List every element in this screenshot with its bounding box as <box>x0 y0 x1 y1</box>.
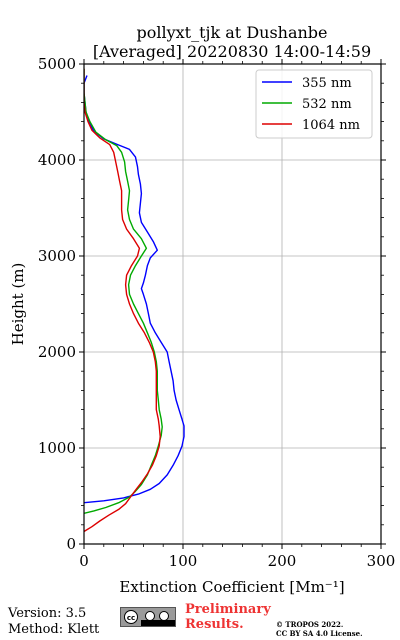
cc-license-badge: cc <box>120 607 176 627</box>
y-tick-label: 5000 <box>38 55 76 73</box>
preliminary-results-note: Preliminary Results. <box>185 602 275 632</box>
legend-label: 355 nm <box>302 76 352 91</box>
legend-label: 1064 nm <box>302 118 360 133</box>
series-line-1064-nm <box>84 68 161 533</box>
copyright-line-1: © TROPOS 2022. <box>276 620 344 629</box>
x-tick-label: 100 <box>169 552 198 570</box>
x-tick-label: 0 <box>79 552 89 570</box>
copyright-note: © TROPOS 2022. CC BY SA 4.0 License. <box>276 620 396 638</box>
y-axis-label: Height (m) <box>9 263 27 346</box>
x-tick-label: 200 <box>268 552 297 570</box>
plot-frame <box>83 63 382 545</box>
y-tick-label: 2000 <box>38 343 76 361</box>
chart-title: pollyxt_tjk at Dushanbe <box>136 23 327 42</box>
axis-ticks <box>79 59 386 549</box>
chart-subtitle: [Averaged] 20220830 14:00-14:59 <box>93 42 371 61</box>
y-tick-label: 4000 <box>38 151 76 169</box>
preliminary-line-1: Preliminary <box>185 602 271 617</box>
x-tick-label: 300 <box>367 552 396 570</box>
series-layer <box>84 68 185 533</box>
copyright-line-2: CC BY SA 4.0 License. <box>276 629 363 638</box>
y-tick-label: 0 <box>66 535 76 553</box>
y-tick-label: 1000 <box>38 439 76 457</box>
version-text: Version: 3.5 <box>8 606 87 621</box>
x-axis-label: Extinction Coefficient [Mm⁻¹] <box>119 578 344 596</box>
cc-icon: cc <box>124 610 138 624</box>
legend: 355 nm 532 nm 1064 nm <box>255 69 373 139</box>
preliminary-line-2: Results. <box>185 617 244 632</box>
y-tick-label: 3000 <box>38 247 76 265</box>
legend-label: 532 nm <box>302 97 352 112</box>
legend-box <box>255 69 373 139</box>
method-text: Method: Klett <box>8 622 100 637</box>
series-line-355-nm <box>84 75 185 504</box>
series-line-532-nm <box>84 68 163 514</box>
extinction-profile-chart: pollyxt_tjk at Dushanbe [Averaged] 20220… <box>9 23 396 596</box>
